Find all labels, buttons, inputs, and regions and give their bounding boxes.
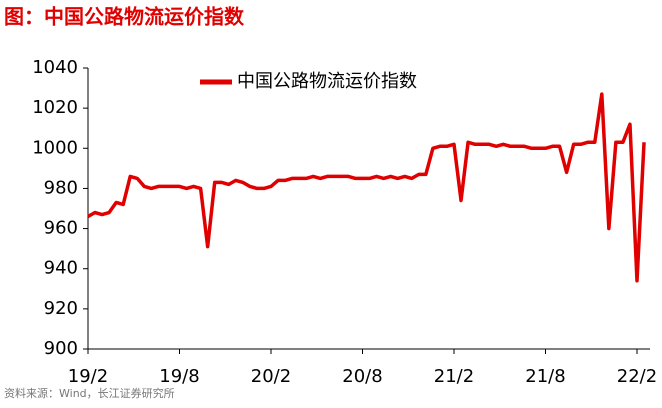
x-tick-label: 19/8 (159, 366, 199, 387)
x-tick-label: 21/8 (525, 366, 565, 387)
chart-title: 图：中国公路物流运价指数 (4, 5, 245, 29)
series-line (87, 92, 646, 283)
y-tick-label: 940 (44, 258, 78, 279)
x-tick-label: 21/2 (434, 366, 474, 387)
x-tick-label: 20/8 (342, 366, 382, 387)
x-tick-label: 19/2 (68, 366, 108, 387)
x-tick-label: 20/2 (251, 366, 291, 387)
y-tick-label: 900 (44, 338, 78, 359)
legend-label: 中国公路物流运价指数 (237, 71, 417, 92)
y-tick-label: 980 (44, 177, 78, 198)
y-tick-label: 1000 (32, 137, 78, 158)
y-tick-label: 920 (44, 298, 78, 319)
x-tick-label: 22/2 (617, 366, 657, 387)
source-note: 资料来源：Wind，长江证券研究所 (4, 386, 175, 400)
y-tick-label: 960 (44, 218, 78, 239)
y-tick-label: 1040 (32, 57, 78, 78)
y-tick-label: 1020 (32, 97, 78, 118)
